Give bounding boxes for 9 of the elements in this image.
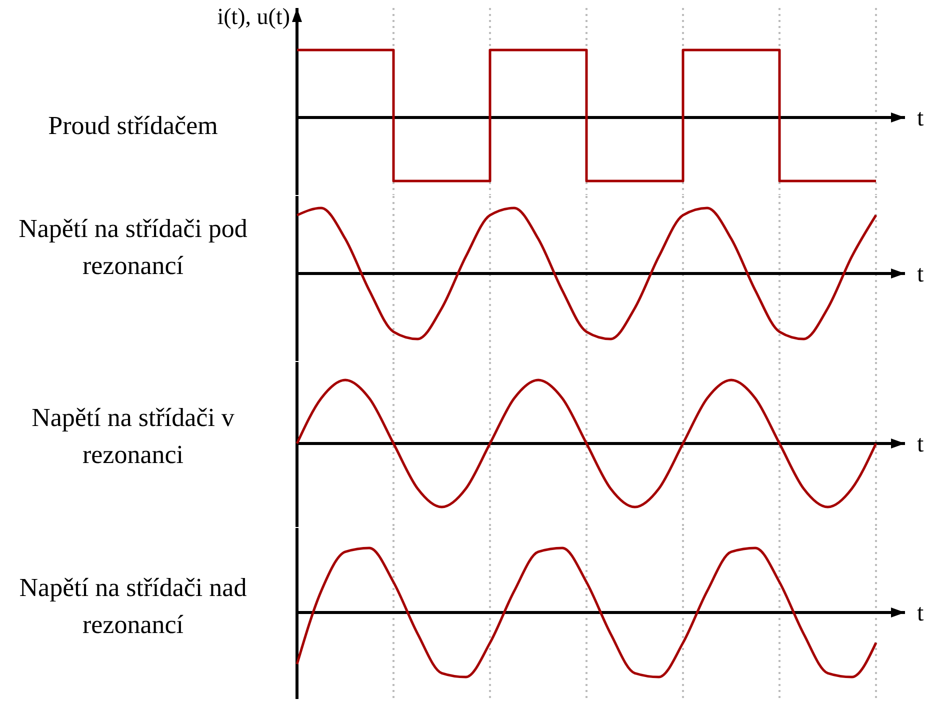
chart-title: i(t), u(t)	[216, 4, 290, 30]
y-axis-title: Napětí na střídači v rezonanci	[30, 402, 236, 471]
x-axis-title: t	[917, 262, 924, 288]
x-axis-title: t	[917, 106, 924, 132]
y-axis-title: Napětí na střídači pod rezonancí	[18, 213, 248, 282]
y-axis-title: Napětí na střídači nad rezonancí	[18, 572, 248, 641]
y-axis-title: Proud střídačem	[47, 110, 219, 142]
x-axis-title: t	[917, 432, 924, 458]
x-axis-title: t	[917, 600, 924, 626]
